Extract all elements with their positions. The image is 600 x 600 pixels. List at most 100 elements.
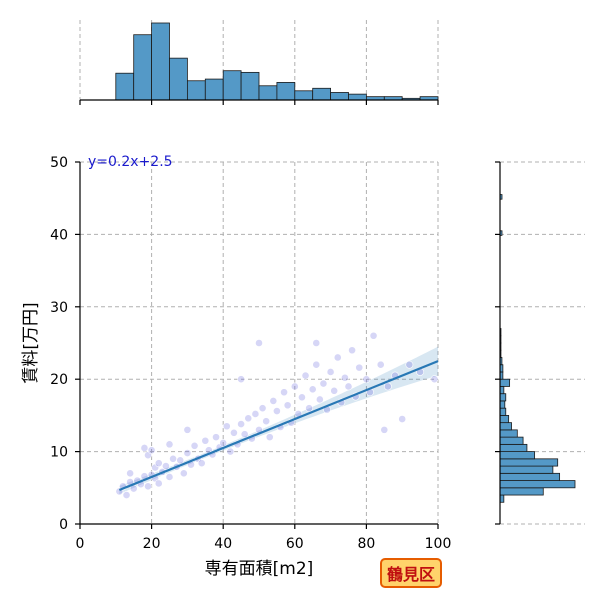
y-tick-label: 10: [50, 445, 68, 461]
scatter-point: [183, 425, 192, 434]
scatter-point: [147, 446, 156, 455]
scatter-point: [165, 440, 174, 449]
scatter-point: [244, 414, 253, 423]
y-histogram: [499, 194, 576, 503]
x-tick-label: 0: [76, 536, 85, 552]
scatter-point: [280, 388, 288, 397]
scatter-point: [237, 420, 245, 428]
y-hist-bar: [499, 407, 507, 416]
scatter-point: [262, 417, 271, 426]
scatter-point: [179, 469, 188, 478]
scatter-point: [190, 441, 199, 450]
scatter-point: [308, 385, 317, 394]
x-hist-bar: [312, 87, 332, 101]
scatter-point: [226, 447, 235, 456]
x-hist-bar: [276, 82, 296, 101]
scatter-point: [305, 404, 314, 413]
scatter-point: [430, 375, 439, 384]
y-hist-bar: [499, 378, 511, 387]
scatter-point: [312, 360, 321, 369]
y-hist-bar: [499, 451, 536, 460]
scatter-point: [154, 459, 163, 468]
y-hist-bar: [499, 458, 559, 467]
scatter-point: [176, 456, 185, 465]
confidence-band: [119, 346, 438, 495]
ward-badge: 鶴見区: [380, 558, 443, 588]
scatter-point: [251, 410, 260, 418]
y-hist-bar: [499, 465, 554, 474]
scatter-point: [355, 363, 364, 372]
scatter-point: [201, 436, 210, 445]
scatter-point: [230, 428, 238, 437]
scatter-point: [344, 382, 353, 391]
scatter-point: [348, 346, 356, 355]
x-tick-label: 20: [143, 536, 161, 552]
scatter-point: [219, 439, 228, 447]
y-tick-label: 50: [50, 155, 68, 171]
regression-band: [119, 346, 438, 495]
scatter-point: [140, 444, 149, 452]
x-hist-bar: [115, 72, 135, 101]
y-tick-label: 30: [50, 300, 68, 316]
scatter-point: [162, 462, 170, 470]
x-hist-bar: [133, 34, 152, 101]
axes: 0 20 40 60 80 100 0 10 20 30 40 50: [50, 99, 501, 552]
scatter-point: [398, 415, 407, 423]
x-hist-bar: [330, 92, 349, 101]
scatter-point: [405, 360, 414, 369]
x-tick-label: 40: [214, 536, 232, 552]
scatter-point: [144, 482, 152, 491]
x-hist-bar: [186, 80, 206, 101]
y-hist-bar: [499, 480, 576, 489]
y-hist-bar: [499, 400, 506, 409]
x-tick-label: 100: [425, 536, 452, 552]
y-hist-bar: [499, 487, 544, 496]
scatter-point: [126, 469, 135, 478]
y-tick-label: 40: [50, 227, 68, 243]
scatter-point: [369, 331, 378, 340]
scatter-point: [197, 459, 206, 468]
x-hist-bar: [240, 71, 260, 101]
scatter-point: [330, 386, 339, 395]
scatter-point: [183, 449, 192, 457]
y-hist-bar: [499, 472, 561, 481]
x-tick-label: 60: [286, 536, 304, 552]
y-tick-label: 0: [59, 517, 68, 533]
scatter-point: [169, 454, 177, 463]
regression-fit-line: [118, 360, 439, 491]
scatter-point: [122, 491, 131, 499]
x-tick-label: 80: [357, 536, 375, 552]
y-hist-bar: [499, 414, 510, 424]
labels: y=0.2x+2.5 専有面積[m2] 賃料[万円]: [21, 154, 313, 579]
scatter-point: [154, 479, 163, 488]
scatter-point: [298, 393, 306, 402]
x-hist-bar: [169, 57, 188, 101]
scatter-point: [212, 433, 220, 442]
scatter-point: [376, 360, 385, 369]
y-hist-bar: [499, 422, 512, 431]
scatter-point: [240, 430, 249, 439]
scatter-point: [312, 339, 321, 347]
scatter-point: [165, 473, 174, 481]
scatter-point: [265, 433, 274, 442]
scatter-point: [269, 397, 278, 405]
y-axis-label: 賃料[万円]: [21, 302, 41, 383]
y-hist-bar: [499, 436, 524, 445]
scatter-point: [362, 375, 371, 384]
regression-line: [118, 360, 439, 491]
y-hist-bar: [499, 443, 528, 452]
x-histogram: [115, 22, 439, 101]
scatter-point: [333, 353, 342, 362]
y-hist-bar: [499, 429, 518, 438]
y-hist-bar: [499, 393, 507, 402]
scatter-point: [326, 368, 335, 376]
x-axis-label: 専有面積[m2]: [205, 559, 314, 579]
regression-equation: y=0.2x+2.5: [88, 154, 173, 170]
scatter-points: [115, 331, 439, 499]
scatter-point: [301, 371, 310, 380]
x-hist-bar: [222, 70, 242, 101]
x-hist-bar: [294, 90, 314, 101]
x-hist-bar: [204, 78, 224, 101]
scatter-point: [283, 401, 292, 410]
